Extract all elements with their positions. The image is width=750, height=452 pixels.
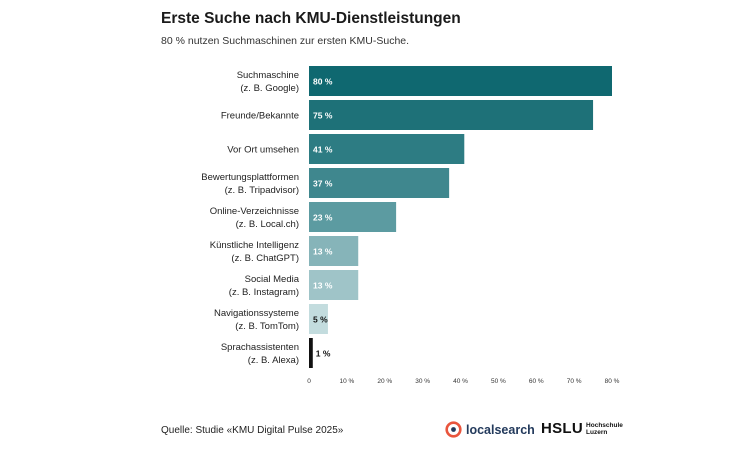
bar-value-label: 5 % xyxy=(313,315,328,325)
localsearch-wordmark: localsearch xyxy=(466,422,535,437)
hslu-wordmark: HSLU xyxy=(541,420,584,437)
category-label: (z. B. Alexa) xyxy=(248,355,299,366)
bar-value-label: 23 % xyxy=(313,213,333,223)
bar xyxy=(309,338,313,368)
x-tick-label: 20 % xyxy=(377,378,392,385)
category-label: Freunde/Bekannte xyxy=(221,111,299,122)
bar xyxy=(309,270,359,300)
bar xyxy=(309,100,594,130)
category-label: Bewertungsplattformen xyxy=(201,172,299,183)
x-tick-label: 0 xyxy=(307,378,311,385)
hslu-subtitle-line: Hochschule xyxy=(586,421,623,429)
category-label: Sprachassistenten xyxy=(221,342,299,353)
bar xyxy=(309,202,397,232)
x-tick-label: 60 % xyxy=(529,378,544,385)
bar xyxy=(309,236,359,266)
category-label: (z. B. Tripadvisor) xyxy=(225,185,299,196)
x-tick-label: 10 % xyxy=(339,378,354,385)
localsearch-icon xyxy=(445,421,462,438)
hslu-subtitle-line: Luzern xyxy=(586,428,608,436)
category-label: Social Media xyxy=(245,274,300,285)
bar xyxy=(309,304,328,334)
category-label: (z. B. ChatGPT) xyxy=(231,253,299,264)
category-label: (z. B. Instagram) xyxy=(229,287,299,298)
bar-value-label: 1 % xyxy=(316,349,331,359)
x-tick-label: 80 % xyxy=(605,378,620,385)
bar-value-label: 13 % xyxy=(313,247,333,257)
category-label: Navigationssysteme xyxy=(214,308,299,319)
bar xyxy=(309,168,450,198)
category-label: (z. B. Google) xyxy=(240,83,299,94)
chart-title: Erste Suche nach KMU-Dienstleistungen xyxy=(161,10,461,27)
category-label: Künstliche Intelligenz xyxy=(210,240,299,251)
x-tick-label: 70 % xyxy=(567,378,582,385)
category-label: Suchmaschine xyxy=(237,70,299,81)
category-label: Vor Ort umsehen xyxy=(227,145,299,156)
hslu-subtitle: Hochschule Luzern xyxy=(586,422,623,436)
bar-value-label: 37 % xyxy=(313,179,333,189)
bar-value-label: 41 % xyxy=(313,145,333,155)
bar-value-label: 75 % xyxy=(313,111,333,121)
localsearch-logo: localsearch xyxy=(445,421,535,438)
bar-value-label: 80 % xyxy=(313,77,333,87)
bar xyxy=(309,134,465,164)
category-label: (z. B. Local.ch) xyxy=(236,219,299,230)
bar xyxy=(309,66,612,96)
category-label: (z. B. TomTom) xyxy=(235,321,299,332)
source-note: Quelle: Studie «KMU Digital Pulse 2025» xyxy=(161,425,344,436)
category-label: Online-Verzeichnisse xyxy=(210,206,299,217)
x-tick-label: 30 % xyxy=(415,378,430,385)
x-tick-label: 40 % xyxy=(453,378,468,385)
hslu-logo: HSLU Hochschule Luzern xyxy=(541,420,623,437)
chart-subtitle: 80 % nutzen Suchmaschinen zur ersten KMU… xyxy=(161,35,410,47)
x-tick-label: 50 % xyxy=(491,378,506,385)
bar-value-label: 13 % xyxy=(313,281,333,291)
